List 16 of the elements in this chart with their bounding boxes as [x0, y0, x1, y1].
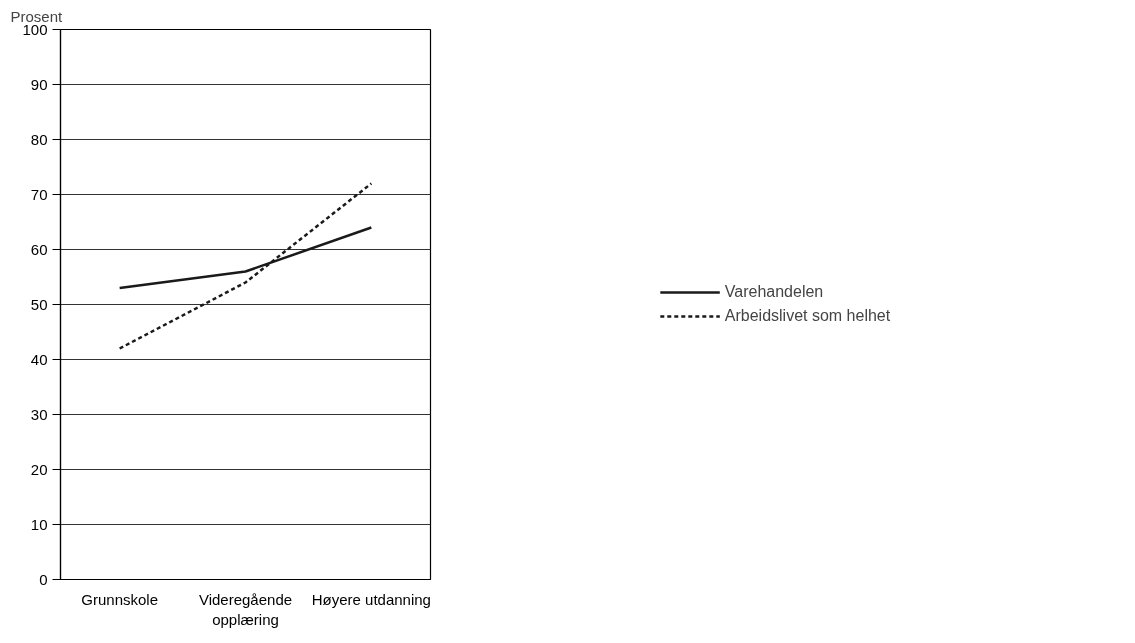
y-axis-title: Prosent [10, 7, 64, 25]
x-tick-label: Høyere utdanning [311, 590, 431, 608]
y-tick-label: 10 [30, 515, 48, 533]
y-tick-label: 30 [30, 405, 48, 423]
y-tick-label: 0 [39, 570, 48, 588]
y-tick-label: 90 [30, 75, 48, 93]
y-tick-label: 40 [30, 350, 48, 368]
y-tick-label: 50 [30, 295, 48, 313]
y-tick-label: 20 [30, 460, 48, 478]
y-tick-label: 60 [30, 240, 48, 258]
x-tick-label: Videregående opplæring [198, 590, 293, 628]
legend-label: Varehandelen [724, 283, 824, 301]
y-tick-label: 70 [30, 185, 48, 203]
legend-label: Arbeidslivet som helhet [724, 307, 891, 325]
y-tick-label: 80 [30, 130, 48, 148]
x-tick-label: Grunnskole [81, 590, 159, 608]
